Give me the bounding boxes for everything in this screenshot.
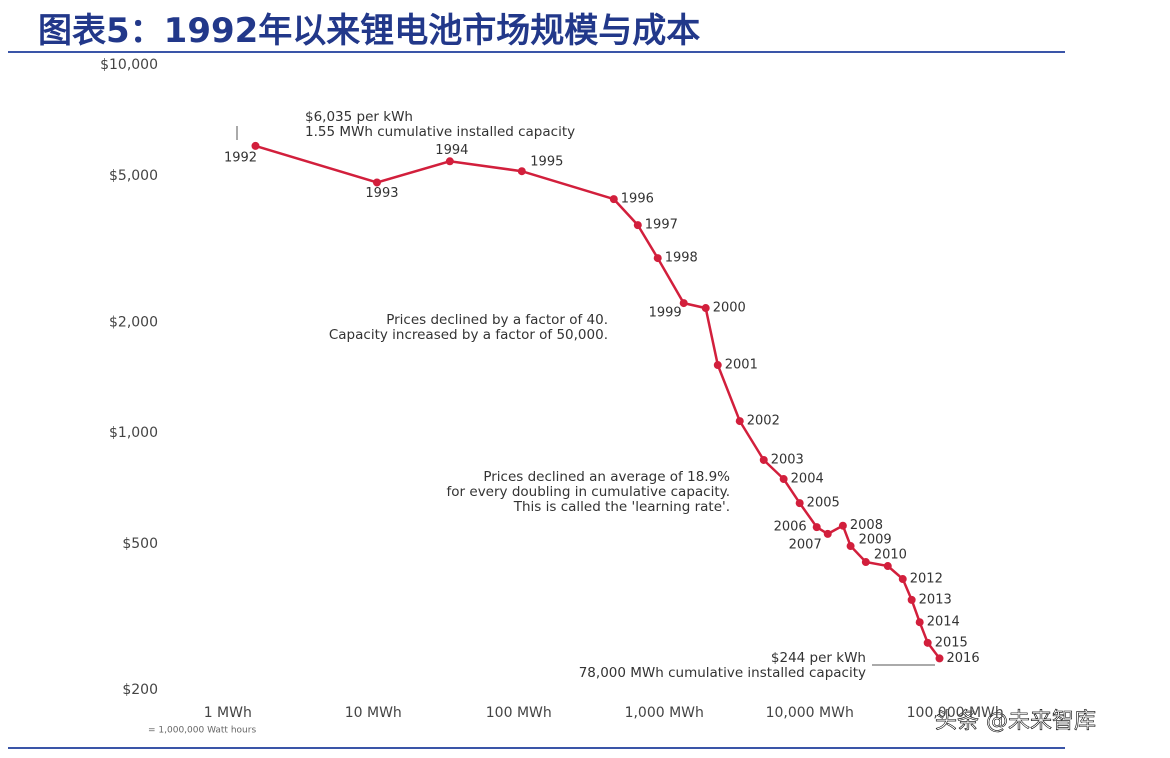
point bbox=[846, 542, 855, 551]
point bbox=[883, 562, 892, 571]
y-tick-label: $1,000 bbox=[109, 425, 158, 441]
point-label: 2003 bbox=[771, 452, 804, 467]
point bbox=[915, 618, 924, 627]
point bbox=[838, 521, 847, 530]
point bbox=[445, 157, 454, 166]
point bbox=[517, 167, 526, 176]
point-label: 1992 bbox=[224, 150, 257, 165]
y-tick-label: $10,000 bbox=[100, 57, 158, 73]
point-label: 2016 bbox=[947, 651, 980, 666]
point bbox=[735, 417, 744, 426]
point bbox=[713, 361, 722, 370]
point bbox=[372, 178, 381, 187]
point-label: 2005 bbox=[807, 496, 840, 511]
point bbox=[795, 499, 804, 508]
point-label: 2000 bbox=[713, 301, 746, 316]
point-label: 2015 bbox=[935, 635, 968, 650]
point bbox=[823, 529, 832, 538]
point bbox=[907, 595, 916, 604]
annotation: 1.55 MWh cumulative installed capacity bbox=[305, 124, 575, 140]
point bbox=[633, 221, 642, 230]
chart-title: 图表5：1992年以来锂电池市场规模与成本 bbox=[38, 11, 700, 51]
x-tick-label: 10,000 MWh bbox=[766, 705, 854, 721]
y-tick-label: $200 bbox=[122, 682, 158, 698]
annotation: Prices declined an average of 18.9% bbox=[483, 469, 730, 485]
point-label: 1997 bbox=[645, 218, 678, 233]
annotation: 78,000 MWh cumulative installed capacity bbox=[579, 665, 866, 681]
point bbox=[812, 523, 821, 532]
point-label: 2012 bbox=[910, 572, 943, 587]
x-tick-label: 1 MWh bbox=[204, 705, 252, 721]
footnote: = 1,000,000 Watt hours bbox=[148, 726, 256, 736]
annotation: for every doubling in cumulative capacit… bbox=[447, 484, 730, 500]
point bbox=[861, 558, 870, 567]
point-label: 2013 bbox=[919, 592, 952, 607]
line bbox=[255, 144, 941, 660]
point-label: 2001 bbox=[725, 358, 758, 373]
point bbox=[935, 654, 944, 663]
point bbox=[653, 254, 662, 263]
annotation: Capacity increased by a factor of 50,000… bbox=[329, 327, 608, 343]
point-label: 2014 bbox=[927, 615, 960, 630]
x-tick-label: 100,000 MWh bbox=[907, 705, 1004, 721]
point-label: 1996 bbox=[621, 192, 654, 207]
annotation: $6,035 per kWh bbox=[305, 109, 413, 125]
x-tick-label: 100 MWh bbox=[486, 705, 552, 721]
point-label: 1998 bbox=[665, 251, 698, 266]
point bbox=[679, 299, 688, 308]
point-label: 2010 bbox=[874, 548, 907, 563]
point bbox=[779, 475, 788, 484]
y-tick-label: $500 bbox=[122, 536, 158, 552]
point bbox=[898, 575, 907, 584]
point bbox=[759, 455, 768, 464]
annotation: $244 per kWh bbox=[771, 650, 866, 666]
x-tick-label: 10 MWh bbox=[345, 705, 402, 721]
point bbox=[701, 304, 710, 313]
x-tick-label: 1,000 MWh bbox=[625, 705, 704, 721]
point-label: 1994 bbox=[435, 143, 468, 158]
point-label: 2007 bbox=[789, 537, 822, 552]
y-tick-label: $2,000 bbox=[109, 314, 158, 330]
point bbox=[251, 141, 260, 150]
point-label: 2004 bbox=[791, 472, 824, 487]
watermark: 头条 @未来智库 bbox=[935, 709, 1096, 734]
point bbox=[923, 638, 932, 647]
y-tick-label: $5,000 bbox=[109, 168, 158, 184]
point bbox=[609, 195, 618, 204]
point-label: 2009 bbox=[859, 533, 892, 548]
point-label: 2008 bbox=[850, 518, 883, 533]
annotation: Prices declined by a factor of 40. bbox=[386, 312, 608, 328]
point-label: 1993 bbox=[365, 186, 398, 201]
point-label: 2002 bbox=[747, 414, 780, 429]
point-label: 1999 bbox=[649, 306, 682, 321]
point-label: 1995 bbox=[530, 155, 563, 170]
point-label: 2006 bbox=[774, 520, 807, 535]
annotation: This is called the 'learning rate'. bbox=[513, 499, 730, 515]
